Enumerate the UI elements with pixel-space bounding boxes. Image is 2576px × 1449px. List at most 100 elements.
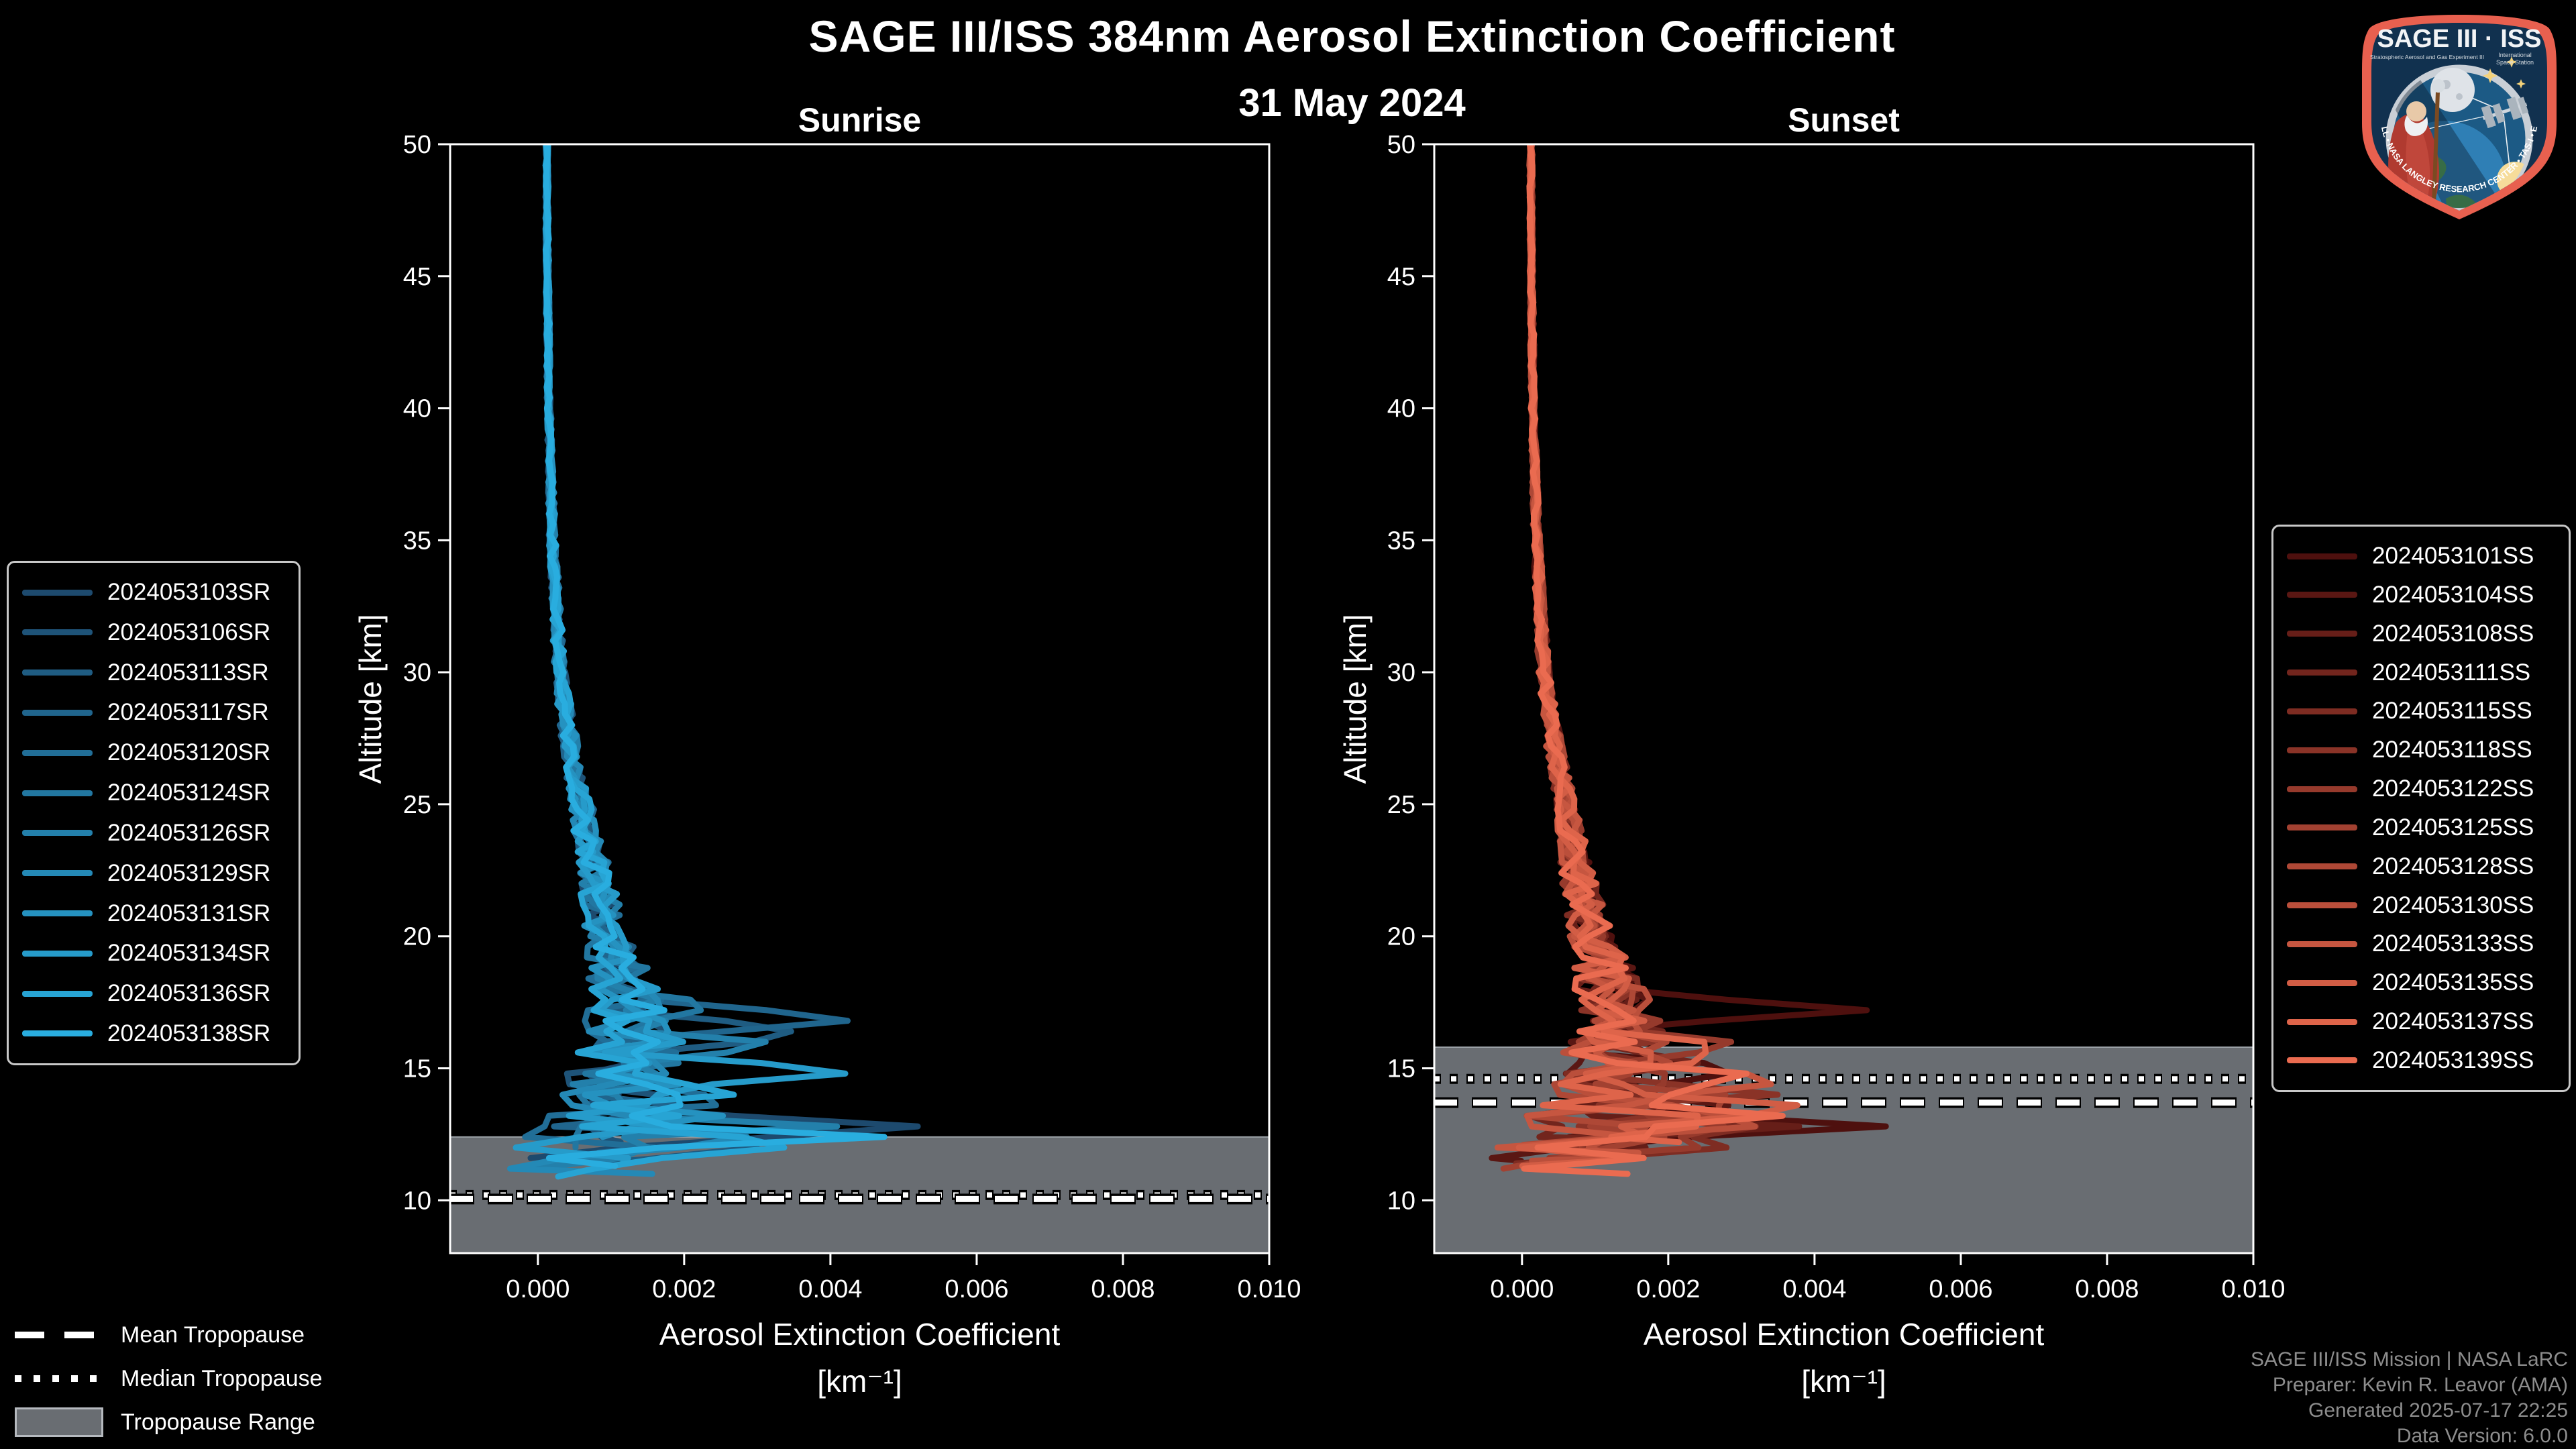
mean-tropopause-legend-item: Mean Tropopause [15,1319,323,1351]
x-tick-label: 0.002 [1636,1275,1700,1303]
legend-event-label: 2024053133SS [2372,930,2534,957]
logo-subtitle-right-2: Space Station [2496,59,2534,66]
profile-line-2024053138SR [543,144,888,1169]
legend-event-label: 2024053104SS [2372,581,2534,608]
legend-line-sample [2287,708,2357,714]
legend-event-label: 2024053136SR [107,980,271,1007]
legend-line-sample [2287,1018,2357,1025]
legend-line-sample [22,629,93,636]
sunset-panel-title: Sunset [1788,101,1900,139]
tropopause-range-swatch [15,1407,103,1437]
date-subtitle: 31 May 2024 [1238,81,1466,125]
legend-event-label: 2024053138SR [107,1020,271,1046]
legend-item-2024053125SS: 2024053125SS [2287,814,2555,841]
legend-line-sample [22,830,93,837]
y-tick-label: 50 [1387,131,1415,159]
legend-item-2024053118SS: 2024053118SS [2287,737,2555,763]
tropopause-range-label: Tropopause Range [121,1409,315,1435]
legend-event-label: 2024053101SS [2372,543,2534,569]
attribution-preparer: Preparer: Kevin R. Leavor (AMA) [2272,1374,2568,1396]
logo-moon [2430,68,2475,112]
axes-frame [1433,143,2255,1254]
x-tick-label: 0.010 [1237,1275,1301,1303]
y-tick-label: 35 [1387,527,1415,555]
sunrise-x-axis-label: Aerosol Extinction Coefficient [659,1317,1061,1352]
legend-event-label: 2024053139SS [2372,1046,2534,1073]
legend-line-sample [2287,669,2357,676]
legend-item-2024053131SR: 2024053131SR [22,900,285,927]
legend-item-2024053135SS: 2024053135SS [2287,969,2555,996]
legend-item-2024053134SR: 2024053134SR [22,940,285,967]
y-tick-label: 20 [1387,923,1415,951]
profile-line-2024053130SS [1526,144,1758,1164]
x-tick-label: 0.006 [1929,1275,1992,1303]
median-tropopause-label: Median Tropopause [121,1365,323,1391]
legend-item-2024053104SS: 2024053104SS [2287,582,2555,608]
sunrise-y-axis-label: Altitude [km] [353,614,388,784]
profile-line-2024053117SR [542,144,851,1135]
legend-event-label: 2024053103SR [107,579,271,605]
x-tick-label: 0.010 [2221,1275,2285,1303]
logo-iss [2481,97,2529,129]
attribution-block: SAGE III/ISS Mission | NASA LaRC Prepare… [2251,1347,2568,1449]
legend-item-2024053124SR: 2024053124SR [22,780,285,806]
legend-event-label: 2024053137SS [2372,1008,2534,1035]
profile-line-2024053139SS [1521,144,1786,1177]
mean-tropopause-dash-sample [15,1332,103,1338]
legend-line-sample [22,1030,93,1037]
attribution-generated: Generated 2025-07-17 22:25 [2308,1399,2568,1421]
median-tropopause-dot-sample [15,1375,103,1382]
legend-item-2024053139SS: 2024053139SS [2287,1047,2555,1074]
x-tick-label: 0.004 [798,1275,862,1303]
x-tick-label: 0.008 [2075,1275,2139,1303]
attribution-mission: SAGE III/ISS Mission | NASA LaRC [2251,1348,2568,1371]
legend-line-sample [2287,824,2357,831]
profile-line-2024053135SS [1515,144,1801,1169]
legend-event-label: 2024053129SR [107,859,271,886]
y-tick-label: 45 [403,263,431,291]
legend-item-2024053106SR: 2024053106SR [22,619,285,646]
legend-event-label: 2024053113SR [107,659,269,686]
legend-line-sample [2287,941,2357,947]
y-tick-label: 10 [1387,1187,1415,1215]
y-tick-label: 10 [403,1187,431,1215]
sunrise-x-axis-unit: [km⁻¹] [817,1364,902,1399]
legend-event-label: 2024053131SR [107,900,271,926]
sunrise-panel-title: Sunrise [798,101,922,139]
logo-ray-sun [2503,113,2511,173]
legend-line-sample [2287,631,2357,637]
logo-subtitle-left: Stratospheric Aerosol and Gas Experiment… [2370,54,2484,60]
legend-line-sample [2287,592,2357,598]
y-tick-label: 50 [403,131,431,159]
legend-line-sample [22,790,93,796]
legend-line-sample [22,589,93,596]
legend-item-2024053120SR: 2024053120SR [22,739,285,766]
legend-line-sample [2287,863,2357,870]
legend-item-2024053122SS: 2024053122SS [2287,775,2555,802]
y-tick-label: 40 [403,395,431,423]
x-tick-label: 0.004 [1782,1275,1846,1303]
y-tick-label: 20 [403,923,431,951]
logo-moon-crater [2456,93,2463,100]
legend-line-sample [22,870,93,877]
axes-frame [449,143,1271,1254]
legend-line-sample [2287,553,2357,559]
legend-event-label: 2024053124SR [107,780,271,806]
x-tick-label: 0.008 [1091,1275,1155,1303]
attribution-data-version: Data Version: 6.0.0 [2396,1425,2568,1447]
sunset-x-axis-label: Aerosol Extinction Coefficient [1643,1317,2045,1352]
legend-event-label: 2024053135SS [2372,969,2534,996]
profile-line-2024053118SS [1527,144,1781,1151]
legend-item-2024053111SS: 2024053111SS [2287,659,2555,686]
x-tick-label: 0.002 [652,1275,716,1303]
legend-item-2024053138SR: 2024053138SR [22,1020,285,1047]
x-tick-label: 0.006 [945,1275,1008,1303]
y-tick-label: 35 [403,527,431,555]
legend-event-label: 2024053130SS [2372,892,2534,918]
legend-item-2024053103SR: 2024053103SR [22,579,285,606]
legend-event-label: 2024053108SS [2372,620,2534,647]
sunset-plot: 0.000 0.002 0.004 0.006 0.008 0.010 50 45 40 35 30… [1387,131,2286,1303]
logo-stars [2483,56,2526,89]
sunset-event-legend: 2024053101SS 2024053104SS 2024053108SS 2024… [2271,525,2571,1092]
legend-event-label: 2024053111SS [2372,659,2531,686]
